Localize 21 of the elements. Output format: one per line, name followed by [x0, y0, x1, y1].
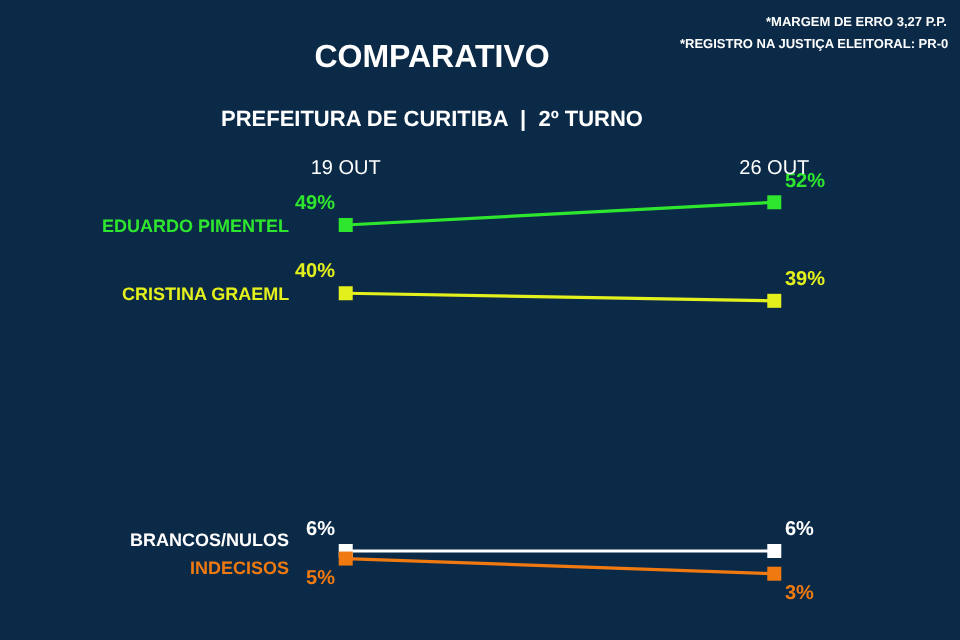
- text: EDUARDO PIMENTEL: [102, 216, 291, 236]
- point: [767, 293, 782, 308]
- chart-title: COMPARATIVO: [314, 41, 550, 76]
- text: CRISTINA GRAEML: [122, 284, 291, 304]
- text: INDECISOS: [190, 558, 290, 578]
- point: [338, 286, 353, 301]
- data-label: 5%: [306, 568, 336, 591]
- x-tick-label: 19 OUT: [310, 158, 381, 180]
- point: [767, 543, 782, 558]
- data-label: 40%: [294, 261, 336, 284]
- point: [338, 218, 353, 233]
- data-label: 3%: [785, 583, 815, 606]
- data-label: 39%: [785, 269, 826, 292]
- point: [338, 551, 353, 566]
- text: BRANCOS/NULOS: [130, 530, 290, 550]
- data-label: 6%: [306, 519, 336, 542]
- point: [767, 195, 782, 210]
- chart-subtitle: PREFEITURA DE CURITIBA | 2º TURNO: [220, 107, 644, 132]
- point: [767, 566, 782, 581]
- data-label: 49%: [294, 193, 336, 216]
- data-label: 6%: [785, 519, 815, 542]
